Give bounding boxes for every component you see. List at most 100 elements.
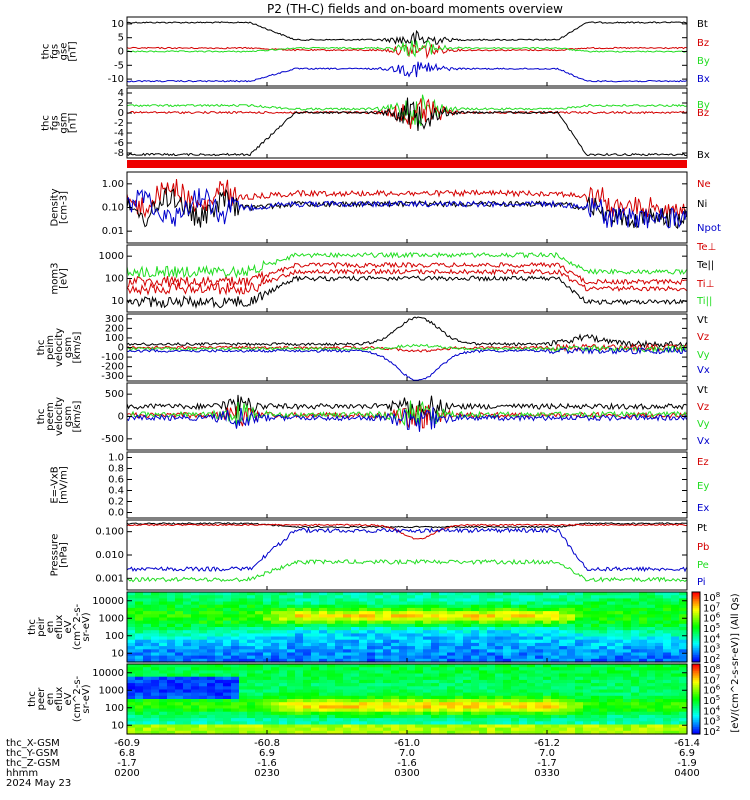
heatmap-cell (191, 592, 200, 596)
heatmap-cell (239, 652, 248, 657)
heatmap-cell (223, 679, 232, 684)
heatmap-cell (343, 592, 352, 596)
heatmap-cell (351, 718, 360, 722)
colorbar-tick-exponent: 4 (716, 632, 721, 640)
heatmap-cell (543, 670, 552, 675)
heatmap-cell (671, 658, 680, 663)
colorbar-swatch (692, 671, 700, 674)
heatmap-cell (655, 679, 664, 684)
heatmap-cell (431, 705, 440, 710)
heatmap-cell (535, 611, 544, 615)
heatmap-cell (199, 702, 208, 706)
heatmap-cell (135, 592, 144, 596)
heatmap-cell (247, 636, 256, 641)
heatmap-cell (143, 652, 152, 657)
heatmap-cell (175, 724, 184, 729)
heatmap-cell (399, 652, 408, 657)
heatmap-cell (639, 617, 648, 622)
heatmap-cell (655, 595, 664, 599)
heatmap-cell (583, 667, 592, 671)
heatmap-cell (231, 607, 240, 612)
colorbar-swatch (692, 655, 700, 658)
heatmap-cell (215, 673, 224, 678)
heatmap-cell (191, 686, 200, 691)
heatmap-cell (351, 639, 360, 644)
heatmap-cell (471, 664, 480, 668)
heatmap-cell (535, 702, 544, 706)
heatmap-cell (383, 595, 392, 599)
heatmap-cell (591, 676, 600, 681)
heatmap-cell (487, 655, 496, 660)
heatmap-cell (487, 670, 496, 675)
heatmap-cell (503, 642, 512, 647)
colorbar-swatch (692, 644, 700, 647)
heatmap-cell (303, 689, 312, 694)
heatmap-cell (343, 636, 352, 641)
heatmap-cell (495, 646, 504, 650)
heatmap-cell (359, 623, 368, 628)
heatmap-cell (655, 636, 664, 641)
heatmap-cell (183, 598, 192, 603)
heatmap-cell (127, 646, 136, 650)
heatmap-cell (247, 730, 256, 735)
heatmap-cell (599, 718, 608, 722)
heatmap-cell (407, 679, 416, 684)
y-axis-label-line: sr-eV) (81, 612, 92, 641)
heatmap-cell (495, 592, 504, 596)
heatmap-cell (455, 623, 464, 628)
heatmap-cell (191, 664, 200, 668)
y-tick-label: 1000 (99, 251, 124, 262)
heatmap-cell (175, 686, 184, 691)
heatmap-cell (655, 639, 664, 644)
heatmap-cell (215, 727, 224, 732)
heatmap-cell (271, 658, 280, 663)
heatmap-cell (463, 611, 472, 615)
heatmap-cell (439, 692, 448, 697)
heatmap-cell (407, 724, 416, 729)
heatmap-cell (639, 727, 648, 732)
heatmap-cell (287, 676, 296, 681)
heatmap-cell (335, 676, 344, 681)
heatmap-cell (495, 705, 504, 710)
heatmap-cell (255, 617, 264, 622)
heatmap-cell (231, 627, 240, 631)
heatmap-cell (143, 598, 152, 603)
heatmap-cell (559, 649, 568, 654)
heatmap-cell (127, 686, 136, 691)
heatmap-cell (319, 695, 328, 700)
heatmap-cell (551, 636, 560, 641)
heatmap-cell (383, 721, 392, 726)
colorbar-tick-exponent: 5 (716, 694, 720, 702)
heatmap-cell (615, 670, 624, 675)
heatmap-cell (343, 652, 352, 657)
heatmap-cell (343, 630, 352, 634)
heatmap-cell (231, 646, 240, 650)
heatmap-cell (575, 714, 584, 719)
heatmap-cell (127, 689, 136, 694)
heatmap-cell (519, 636, 528, 641)
heatmap-cell (639, 695, 648, 700)
heatmap-cell (383, 607, 392, 612)
heatmap-cell (247, 721, 256, 726)
heatmap-cell (455, 611, 464, 615)
heatmap-cell (199, 636, 208, 641)
heatmap-cell (191, 670, 200, 675)
heatmap-cell (303, 649, 312, 654)
heatmap-cell (239, 620, 248, 625)
heatmap-cell (343, 683, 352, 687)
heatmap-cell (199, 642, 208, 647)
heatmap-cell (319, 598, 328, 603)
heatmap-cell (623, 595, 632, 599)
heatmap-cell (183, 730, 192, 735)
heatmap-cell (623, 714, 632, 719)
heatmap-cell (207, 702, 216, 706)
heatmap-cell (231, 686, 240, 691)
heatmap-cell (663, 598, 672, 603)
heatmap-cell (303, 614, 312, 619)
heatmap-cell (671, 639, 680, 644)
colorbar-swatch (692, 651, 700, 654)
heatmap-cell (391, 658, 400, 663)
heatmap-cell (143, 595, 152, 599)
heatmap-cell (463, 702, 472, 706)
heatmap-cell (279, 623, 288, 628)
